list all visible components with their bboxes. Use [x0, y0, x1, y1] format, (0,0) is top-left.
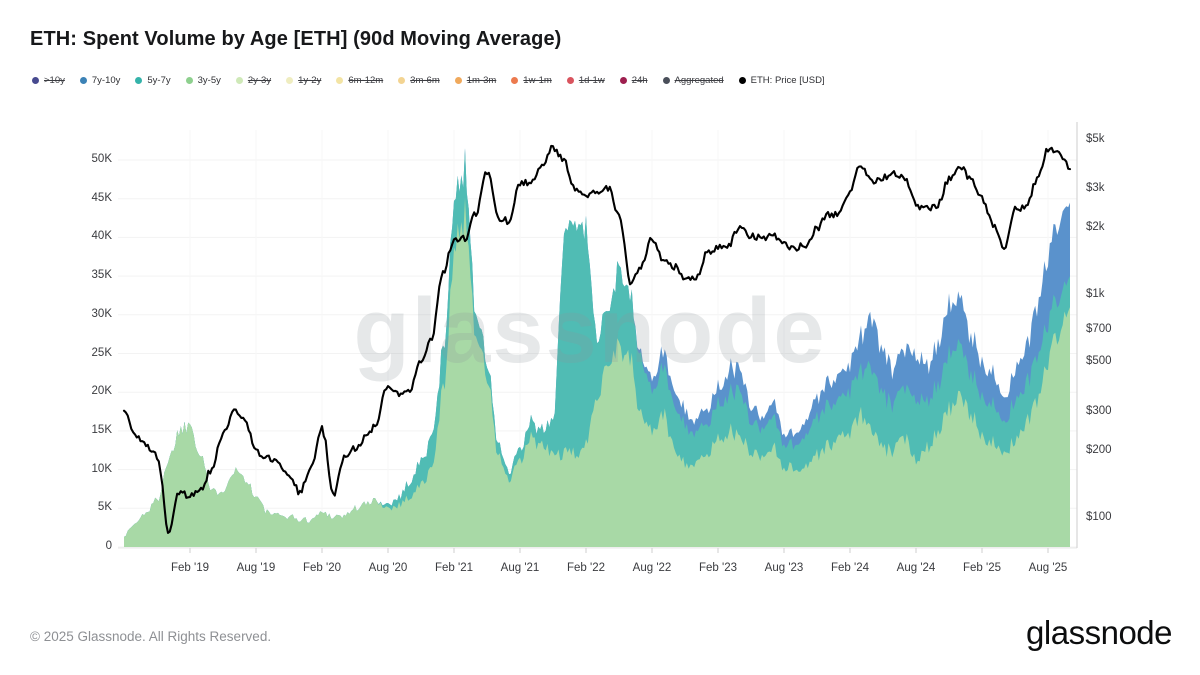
right-axis-tick-label: $200 [1086, 443, 1112, 456]
glassnode-logo: glassnode [1026, 614, 1172, 651]
x-axis-tick-label: Feb '23 [699, 562, 737, 574]
left-axis-tick-label: 15K [91, 423, 112, 436]
legend-item-1d-1w[interactable]: 1d-1w [566, 75, 605, 86]
legend-item-label: 1w-1m [523, 75, 552, 86]
page-title: ETH: Spent Volume by Age [ETH] (90d Movi… [30, 28, 562, 50]
legend-dot-icon [662, 77, 670, 84]
right-axis-tick-label: $3k [1086, 182, 1105, 195]
legend-item-3y-5y[interactable]: 3y-5y [185, 75, 221, 86]
legend-dot-icon [336, 77, 344, 84]
legend-item--10y[interactable]: >10y [32, 75, 65, 86]
legend-item-5y-7y[interactable]: 5y-7y [135, 75, 171, 86]
eth-price-line [122, 144, 1072, 534]
x-axis-tick-label: Feb '24 [831, 562, 869, 574]
legend-item-label: 1d-1w [578, 75, 605, 86]
legend-dot-icon [185, 77, 193, 84]
legend-dot-icon [511, 77, 519, 84]
legend-item-label: Aggregated [674, 75, 724, 86]
legend-item-label: >10y [44, 75, 65, 86]
legend-item-3m-6m[interactable]: 3m-6m [398, 75, 440, 86]
left-axis-tick-label: 20K [91, 385, 112, 398]
left-axis-tick-label: 50K [91, 153, 112, 165]
legend-item-label: 1m-3m [466, 75, 497, 86]
legend-item-1w-1m[interactable]: 1w-1m [511, 75, 552, 86]
x-axis-tick-label: Aug '24 [896, 562, 936, 574]
legend-item-6m-12m[interactable]: 6m-12m [336, 75, 383, 86]
x-axis-tick-label: Aug '20 [368, 562, 408, 574]
legend-dot-icon [619, 77, 627, 84]
legend-dot-icon [235, 77, 243, 84]
left-axis-tick-label: 25K [91, 346, 112, 359]
legend-dot-icon [454, 77, 462, 84]
right-axis-tick-label: $1k [1086, 288, 1105, 301]
legend-dot-icon [135, 77, 143, 84]
legend-item-1m-3m[interactable]: 1m-3m [454, 75, 497, 86]
x-axis-tick-label: Feb '25 [963, 562, 1001, 574]
legend-item-24h[interactable]: 24h [619, 75, 648, 86]
legend: >10y 7y-10y 5y-7y 3y-5y 2y-3y 1y-2y 6m-12m 3m-6… [32, 75, 825, 86]
x-axis-tick-label: Feb '21 [435, 562, 473, 574]
legend-item-label: 2y-3y [247, 75, 272, 86]
right-axis-tick-label: $5k [1086, 133, 1105, 145]
legend-dot-icon [286, 77, 294, 84]
left-axis-tick-label: 0 [105, 540, 112, 552]
left-axis-tick-label: 10K [91, 462, 112, 475]
legend-dot-icon [738, 77, 746, 84]
legend-item-label: ETH: Price [USD] [750, 75, 825, 86]
legend-item-label: 24h [631, 75, 648, 86]
area-3y-5y [124, 197, 1070, 547]
x-axis-tick-label: Aug '21 [500, 562, 540, 574]
right-axis-tick-label: $300 [1086, 404, 1112, 417]
left-axis-tick-label: 5K [97, 501, 112, 514]
x-axis-tick-label: Aug '22 [632, 562, 672, 574]
left-axis-tick-label: 30K [91, 307, 112, 320]
legend-item-1y-2y[interactable]: 1y-2y [286, 75, 321, 86]
x-axis-tick-label: Aug '25 [1028, 562, 1068, 574]
x-axis-tick-label: Feb '22 [567, 562, 605, 574]
legend-item-label: 3m-6m [410, 75, 440, 86]
left-axis-tick-label: 45K [91, 191, 112, 204]
legend-dot-icon [79, 77, 87, 84]
legend-item-label: 5y-7y [147, 75, 171, 86]
legend-item-label: 3y-5y [197, 75, 221, 86]
x-axis-tick-label: Feb '20 [303, 562, 341, 574]
right-axis-tick-label: $100 [1086, 510, 1112, 523]
x-axis-tick-label: Aug '19 [236, 562, 276, 574]
left-axis-tick-label: 35K [91, 269, 112, 282]
legend-item-7y-10y[interactable]: 7y-10y [79, 75, 121, 86]
right-axis-tick-label: $500 [1086, 355, 1112, 368]
legend-dot-icon [398, 77, 406, 84]
legend-item-label: 1y-2y [298, 75, 322, 86]
legend-item-2y-3y[interactable]: 2y-3y [235, 75, 272, 86]
legend-item-aggregated[interactable]: Aggregated [662, 75, 724, 86]
right-axis-tick-label: $2k [1086, 221, 1105, 234]
legend-item-label: 6m-12m [348, 75, 384, 86]
x-axis-tick-label: Feb '19 [171, 562, 209, 574]
x-axis-tick-label: Aug '23 [764, 562, 804, 574]
copyright-text: © 2025 Glassnode. All Rights Reserved. [30, 629, 272, 644]
legend-dot-icon [32, 77, 39, 84]
right-axis-tick-label: $700 [1086, 322, 1112, 335]
legend-item-eth-price-usd-[interactable]: ETH: Price [USD] [738, 75, 825, 86]
legend-item-label: 7y-10y [91, 75, 121, 86]
left-axis-tick-label: 40K [91, 230, 112, 243]
legend-dot-icon [566, 77, 574, 84]
glassnode-watermark: glassnode [353, 280, 826, 382]
